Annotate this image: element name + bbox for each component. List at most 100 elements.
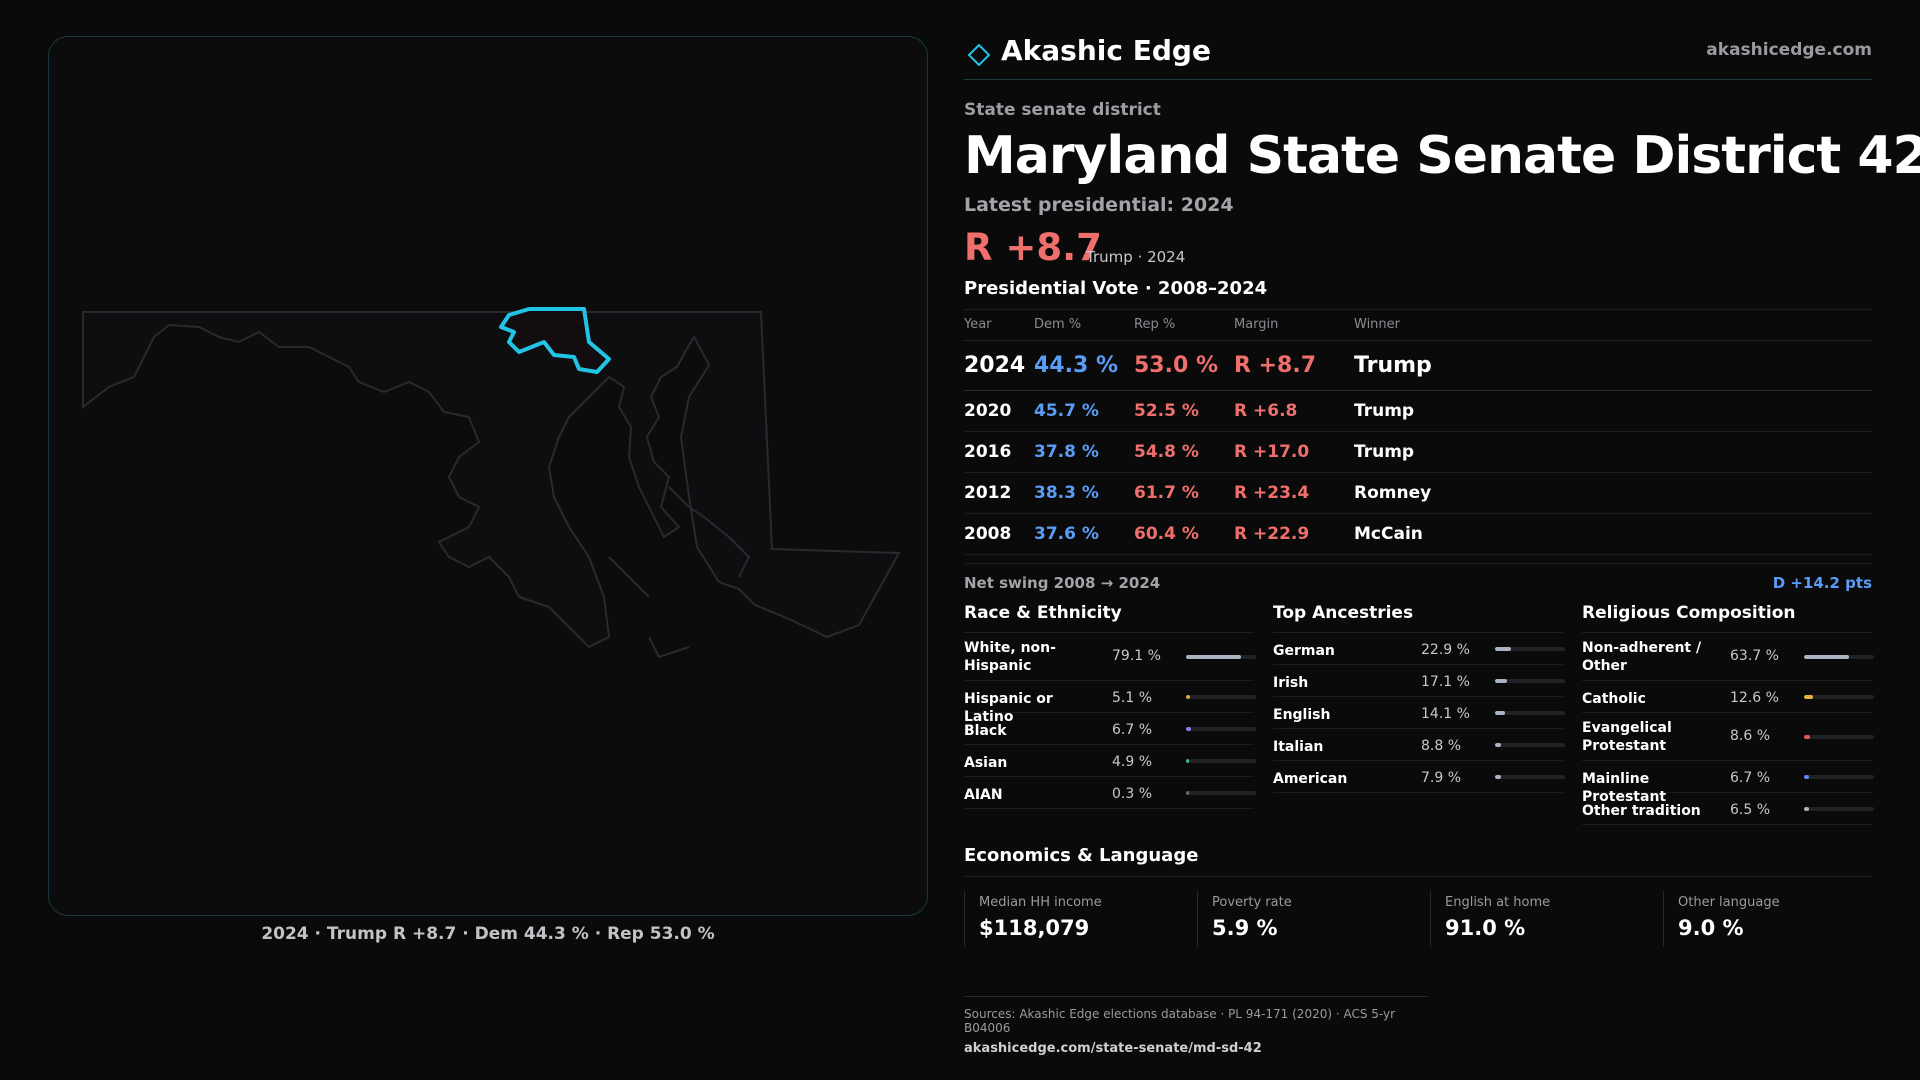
item-bar <box>1495 774 1565 779</box>
state-map[interactable] <box>49 37 928 916</box>
sources-text: Sources: Akashic Edge elections database… <box>964 1007 1396 1035</box>
page-link[interactable]: akashicedge.com/state-senate/md-sd-42 <box>964 1041 1262 1056</box>
item-bar-fill <box>1804 734 1811 739</box>
list-item: English 14.1 % <box>1273 697 1565 729</box>
section-title: Top Ancestries <box>1273 601 1563 633</box>
row-rep: 54.8 % <box>1134 431 1234 473</box>
row-year: 2008 <box>964 513 1034 555</box>
list-item: Irish 17.1 % <box>1273 665 1565 697</box>
card-label: English at home <box>1445 894 1551 910</box>
item-value: 17.1 % <box>1421 673 1470 690</box>
item-label: Italian <box>1273 738 1324 755</box>
item-bar-fill <box>1495 646 1512 651</box>
row-margin: R +22.9 <box>1234 513 1354 555</box>
row-margin: R +8.7 <box>1234 340 1354 391</box>
row-winner: Romney <box>1354 472 1872 514</box>
latest-margin: R +8.7 Trump · 2024 <box>964 226 1872 270</box>
item-bar <box>1186 694 1256 699</box>
vote-table-title: Presidential Vote · 2008–2024 <box>964 278 1872 310</box>
table-row: 2008 37.6 % 60.4 % R +22.9 McCain <box>964 513 1872 555</box>
economics-title: Economics & Language <box>964 845 1872 877</box>
item-bar <box>1186 790 1256 795</box>
item-bar-fill <box>1495 710 1505 715</box>
row-rep: 61.7 % <box>1134 472 1234 514</box>
item-bar-fill <box>1495 742 1502 747</box>
item-label: Black <box>964 722 1007 739</box>
net-swing-label: Net swing 2008 → 2024 <box>964 573 1161 592</box>
list-item: Asian 4.9 % <box>964 745 1256 777</box>
row-dem: 45.7 % <box>1034 390 1134 432</box>
latest-presidential-label: Latest presidential: 2024 <box>964 194 1234 216</box>
list-item: Evangelical Protestant 8.6 % <box>1582 713 1874 761</box>
row-year: 2016 <box>964 431 1034 473</box>
item-value: 14.1 % <box>1421 705 1470 722</box>
col-margin: Margin <box>1234 310 1354 341</box>
brand-name: Akashic Edge <box>1001 34 1211 67</box>
item-bar <box>1186 726 1256 731</box>
item-bar-fill <box>1804 694 1813 699</box>
row-dem: 38.3 % <box>1034 472 1134 514</box>
list-item: Black 6.7 % <box>964 713 1256 745</box>
item-label: Hispanic or Latino <box>964 690 1053 725</box>
item-bar-fill <box>1495 774 1501 779</box>
row-year: 2024 <box>964 340 1034 391</box>
brand-header: Akashic Edge akashicedge.com <box>964 32 1872 80</box>
item-label: American <box>1273 770 1348 787</box>
map-panel[interactable] <box>48 36 928 916</box>
item-bar <box>1495 710 1565 715</box>
item-label: English <box>1273 706 1331 723</box>
item-label: White, non-Hispanic <box>964 639 1056 674</box>
poverty-rate-card: Poverty rate 5.9 % <box>1197 890 1417 947</box>
item-label: Mainline Protestant <box>1582 770 1667 805</box>
col-winner: Winner <box>1354 310 1872 341</box>
list-item: Mainline Protestant 6.7 % <box>1582 761 1874 805</box>
english-at-home-card: English at home 91.0 % <box>1430 890 1650 947</box>
item-value: 79.1 % <box>1112 647 1161 664</box>
row-margin: R +23.4 <box>1234 472 1354 514</box>
card-value: $118,079 <box>979 915 1090 940</box>
table-header-row: Year Dem % Rep % Margin Winner <box>964 310 1872 341</box>
item-bar-fill <box>1186 758 1190 763</box>
district-42-highlight[interactable] <box>499 307 611 374</box>
sources-footer: Sources: Akashic Edge elections database… <box>964 996 1428 1056</box>
item-label: Non-adherent / Other <box>1582 639 1702 674</box>
list-item: Other tradition 6.5 % <box>1582 793 1874 825</box>
list-item: American 7.9 % <box>1273 761 1565 793</box>
diamond-logo-icon <box>968 44 990 66</box>
row-rep: 53.0 % <box>1134 340 1234 391</box>
map-caption: 2024 · Trump R +8.7 · Dem 44.3 % · Rep 5… <box>261 924 715 944</box>
other-language-card: Other language 9.0 % <box>1663 890 1883 947</box>
item-value: 4.9 % <box>1112 753 1153 770</box>
list-item: White, non-Hispanic 79.1 % <box>964 633 1256 681</box>
item-bar <box>1804 774 1874 779</box>
latest-margin-winner: Trump · 2024 <box>1086 248 1186 266</box>
row-dem: 37.8 % <box>1034 431 1134 473</box>
list-item: Non-adherent / Other 63.7 % <box>1582 633 1874 681</box>
item-bar <box>1804 806 1874 811</box>
item-bar-fill <box>1495 678 1507 683</box>
item-bar <box>1804 694 1874 699</box>
row-dem: 44.3 % <box>1034 340 1134 391</box>
median-income-card: Median HH income $118,079 <box>964 890 1184 947</box>
list-item: Italian 8.8 % <box>1273 729 1565 761</box>
row-winner: Trump <box>1354 390 1872 432</box>
bay-shoreline <box>608 486 751 659</box>
item-label: German <box>1273 642 1335 659</box>
item-value: 0.3 % <box>1112 785 1153 802</box>
section-title: Religious Composition <box>1582 601 1872 633</box>
item-value: 7.9 % <box>1421 769 1462 786</box>
district-details: Akashic Edge akashicedge.com State senat… <box>964 32 1920 963</box>
district-type: State senate district <box>964 100 1161 120</box>
presidential-vote-table: Year Dem % Rep % Margin Winner 2024 44.3… <box>964 310 1872 555</box>
table-row: 2024 44.3 % 53.0 % R +8.7 Trump <box>964 340 1872 391</box>
row-year: 2020 <box>964 390 1034 432</box>
table-row: 2016 37.8 % 54.8 % R +17.0 Trump <box>964 431 1872 473</box>
list-item: AIAN 0.3 % <box>964 777 1256 809</box>
item-bar-fill <box>1186 654 1242 659</box>
row-winner: McCain <box>1354 513 1872 555</box>
brand-url-link[interactable]: akashicedge.com <box>1706 40 1872 60</box>
item-bar-fill <box>1186 694 1190 699</box>
card-label: Poverty rate <box>1212 894 1292 910</box>
item-value: 5.1 % <box>1112 689 1153 706</box>
item-label: Catholic <box>1582 690 1646 707</box>
